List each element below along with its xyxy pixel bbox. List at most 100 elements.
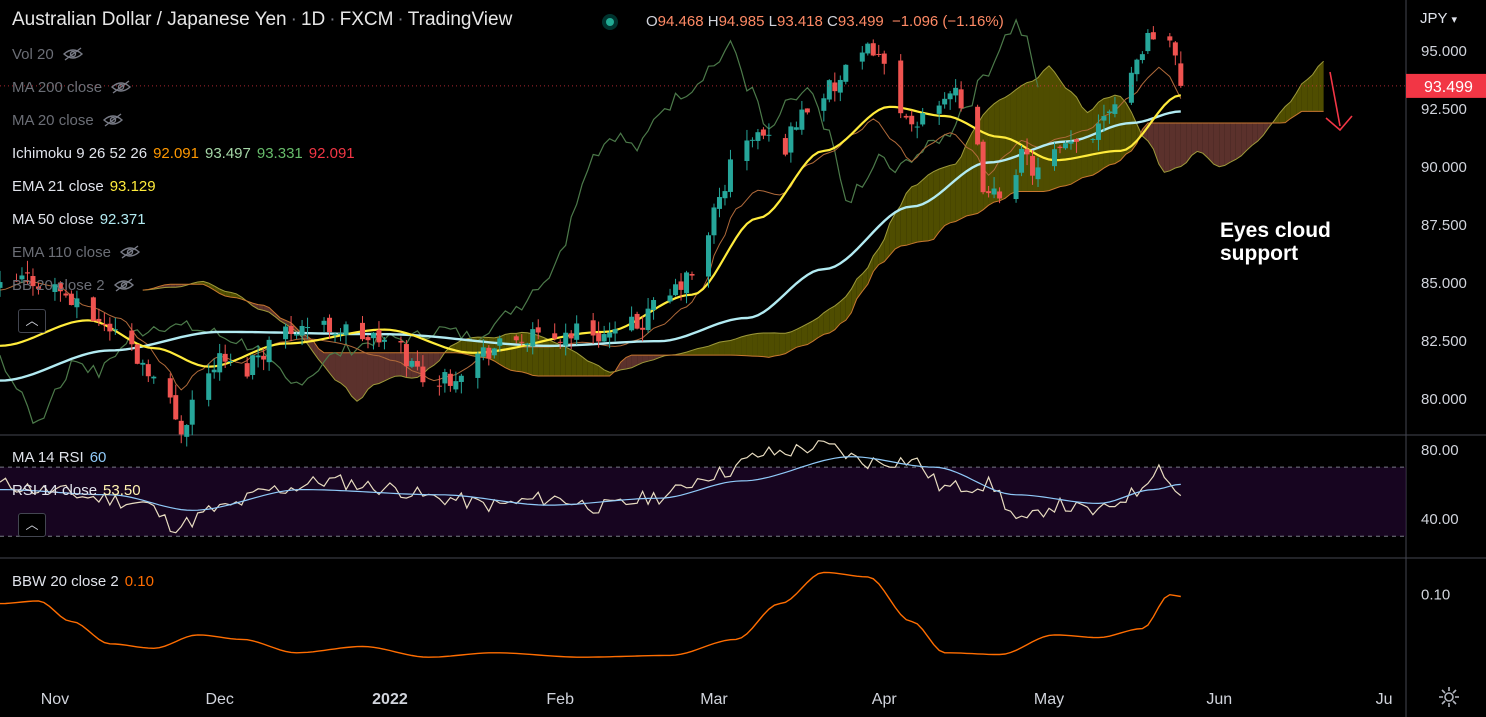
- cloud-segment: [703, 346, 709, 356]
- time-tick-label: Apr: [872, 691, 898, 708]
- candle: [261, 348, 267, 371]
- candle-body: [832, 82, 838, 92]
- candle: [24, 260, 30, 284]
- legend-ma50[interactable]: MA 50 close 92.371: [12, 211, 146, 228]
- candle-body: [590, 320, 596, 336]
- senkou-span-b: [142, 110, 1324, 377]
- cloud-segment: [1252, 123, 1258, 146]
- cloud-segment: [1241, 123, 1247, 156]
- candle: [1167, 33, 1173, 48]
- candle-body: [1139, 54, 1145, 61]
- cloud-segment: [1092, 102, 1099, 176]
- cloud-segment: [878, 239, 885, 265]
- candle: [1013, 169, 1019, 203]
- price-tick-label: 80.000: [1421, 391, 1467, 408]
- legend-vol[interactable]: Vol 20: [12, 46, 84, 63]
- candle-body: [151, 376, 157, 379]
- candle: [491, 347, 497, 359]
- market-status-icon[interactable]: [602, 14, 618, 30]
- chart-title[interactable]: Australian Dollar / Japanese Yen · 1D · FXCM…: [12, 9, 513, 30]
- candle-body: [843, 64, 849, 82]
- cloud-segment: [774, 332, 780, 356]
- settings-gear-icon[interactable]: [1438, 686, 1460, 708]
- legend-ema21[interactable]: EMA 21 close 93.129: [12, 178, 156, 195]
- candle-body: [749, 139, 755, 141]
- candle-body: [409, 360, 415, 367]
- legend-ichimoku[interactable]: Ichimoku 9 26 52 26 92.091 93.497 93.331 92.…: [12, 145, 355, 162]
- candle: [563, 323, 569, 356]
- cloud-segment: [1197, 123, 1203, 154]
- candle-body: [1172, 42, 1178, 56]
- candle-body: [530, 329, 536, 347]
- candle-body: [1167, 36, 1173, 41]
- cloud-segment: [428, 352, 434, 369]
- candle: [167, 373, 173, 404]
- eye-crossed-icon[interactable]: [62, 47, 84, 61]
- candle-body: [294, 334, 300, 336]
- candle-body: [327, 317, 333, 333]
- cloud-segment: [362, 352, 368, 398]
- candle-body: [607, 332, 613, 338]
- last-price-label: 93.499: [1424, 79, 1473, 96]
- cloud-segment: [763, 332, 769, 358]
- candle-body: [903, 115, 909, 118]
- eye-crossed-icon[interactable]: [102, 113, 124, 127]
- legend-bb[interactable]: BB 20 close 2: [12, 277, 135, 294]
- cloud-segment: [1213, 123, 1220, 167]
- cloud-segment: [884, 223, 890, 262]
- candle-body: [480, 347, 486, 357]
- collapse-rsi-legend-button[interactable]: ︿: [18, 513, 46, 537]
- cloud-segment: [994, 99, 1000, 203]
- candle: [1172, 41, 1178, 66]
- eye-crossed-icon[interactable]: [110, 80, 132, 94]
- collapse-legend-button[interactable]: ︿: [18, 309, 46, 333]
- candle: [826, 79, 832, 103]
- currency-selector[interactable]: JPY ▾: [1420, 10, 1458, 27]
- candle: [755, 128, 761, 150]
- cloud-segment: [768, 332, 775, 358]
- candle-body: [744, 140, 750, 162]
- candle: [793, 121, 799, 131]
- candles: [0, 26, 1184, 447]
- candle-body: [1150, 32, 1156, 40]
- legend-rsi[interactable]: RSI 14 close 53.50: [12, 482, 141, 499]
- cloud-segment: [961, 143, 967, 219]
- candle: [749, 137, 755, 148]
- legend-ema110[interactable]: EMA 110 close: [12, 244, 141, 261]
- candle-body: [705, 235, 711, 277]
- eye-crossed-icon[interactable]: [113, 278, 135, 292]
- legend-ma20[interactable]: MA 20 close: [12, 112, 124, 129]
- legend-rsi-ma[interactable]: MA 14 RSI 60: [12, 449, 107, 466]
- cloud-segment: [867, 255, 874, 285]
- candle-body: [1073, 139, 1079, 142]
- candle-body: [629, 316, 635, 331]
- candle-body: [519, 341, 525, 343]
- cloud-segment: [829, 305, 835, 334]
- candle-body: [909, 115, 915, 125]
- cloud-segment: [1087, 108, 1093, 177]
- candle: [173, 384, 179, 421]
- legend-bbw[interactable]: BBW 20 close 2 0.10: [12, 573, 154, 590]
- candle-body: [305, 327, 311, 329]
- cloud-segment: [384, 352, 390, 381]
- eye-crossed-icon[interactable]: [119, 245, 141, 259]
- candle: [722, 184, 728, 206]
- ichimoku-cloud: [142, 60, 1324, 402]
- price-tick-label: 92.500: [1421, 101, 1467, 118]
- candle: [222, 344, 228, 369]
- legend-ma200[interactable]: MA 200 close: [12, 79, 132, 96]
- candle-body: [30, 276, 36, 287]
- candle: [782, 133, 788, 157]
- cloud-segment: [653, 355, 660, 360]
- candle-body: [442, 372, 448, 384]
- candle: [1134, 58, 1140, 82]
- price-tick-label: 82.500: [1421, 333, 1467, 350]
- candle: [107, 317, 113, 341]
- candle-body: [634, 313, 640, 329]
- rsi-ma-line: [0, 456, 1181, 511]
- candle: [359, 316, 365, 342]
- candle: [535, 319, 541, 340]
- candle: [799, 100, 805, 135]
- cloud-segment: [1049, 65, 1055, 191]
